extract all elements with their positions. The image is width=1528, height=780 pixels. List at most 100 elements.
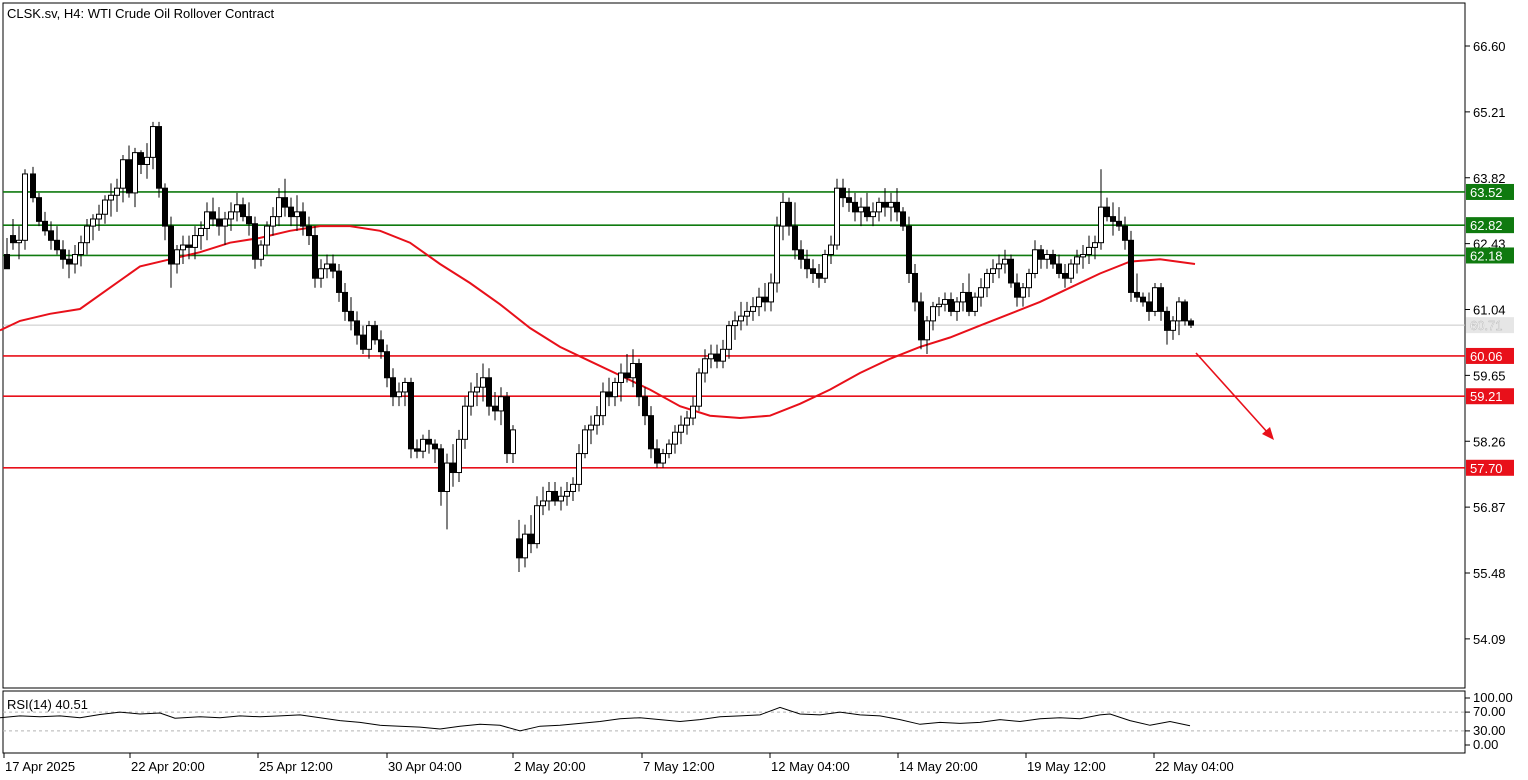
candle-body [984, 272, 990, 289]
candle-body [156, 126, 162, 189]
candle-body [456, 438, 462, 474]
candle-body [924, 320, 930, 341]
candle-body [174, 249, 180, 265]
rsi-pane[interactable] [2, 690, 1466, 754]
candle-body [1020, 287, 1026, 298]
candle [1008, 254, 1014, 288]
candle-body [912, 272, 918, 303]
candle-body [816, 272, 822, 279]
candle [216, 207, 222, 236]
candle [1146, 292, 1152, 321]
candle [510, 425, 516, 464]
candle [882, 188, 888, 217]
price-tick-label: 66.60 [1473, 39, 1506, 54]
candle [120, 155, 126, 203]
candle [672, 425, 678, 454]
candle [876, 197, 882, 222]
candle [726, 320, 732, 359]
candle-body [534, 505, 540, 545]
candle [450, 444, 456, 487]
candle-body [1050, 254, 1056, 265]
candle-body [564, 490, 570, 497]
candle-body [1098, 206, 1104, 244]
candle-body [1146, 301, 1152, 312]
candle [1152, 282, 1158, 317]
candle-body [270, 216, 276, 227]
candle-body [486, 377, 492, 407]
candle [66, 249, 72, 279]
candle [114, 178, 120, 212]
candle [552, 482, 558, 506]
candle [186, 235, 192, 260]
candle-body [570, 483, 576, 492]
candle-body [1032, 249, 1038, 274]
candle [570, 477, 576, 501]
support-level-label: 60.06 [1470, 349, 1503, 364]
candle [198, 221, 204, 250]
candle-body [240, 204, 246, 218]
resistance-level-label: 62.82 [1470, 218, 1503, 233]
candle-body [906, 225, 912, 274]
price-pane[interactable] [2, 2, 1466, 689]
candle-body [930, 306, 936, 322]
candle-body [204, 211, 210, 229]
candle-body [876, 201, 882, 213]
support-level-label: 59.21 [1470, 389, 1503, 404]
candle-body [648, 415, 654, 450]
candle [696, 368, 702, 411]
time-tick-label: 25 Apr 12:00 [259, 759, 333, 774]
candle [324, 254, 330, 279]
candle [462, 396, 468, 449]
candle-body [540, 500, 546, 507]
candle-body [426, 438, 432, 445]
candle-body [450, 462, 456, 474]
candle-body [90, 218, 96, 227]
candle-body [138, 152, 144, 165]
candle [1026, 268, 1032, 298]
price-tick-label: 58.26 [1473, 434, 1506, 449]
candle-body [336, 270, 342, 293]
candle-body [198, 227, 204, 237]
price-tick-label: 55.48 [1473, 566, 1506, 581]
candle-body [96, 213, 102, 220]
candle-body [1062, 272, 1068, 279]
candle [16, 226, 22, 260]
candle-body [528, 533, 534, 545]
candle [414, 439, 420, 459]
candle-body [714, 353, 720, 362]
candle [630, 349, 636, 388]
candle [372, 320, 378, 345]
candle [768, 273, 774, 312]
candle-body [348, 310, 354, 322]
candle [762, 282, 768, 312]
candle [804, 249, 810, 279]
candle-body [186, 244, 192, 248]
candle [948, 292, 954, 317]
candle [1122, 216, 1128, 250]
candle [966, 273, 972, 317]
candle-body [942, 299, 948, 305]
candle [60, 240, 66, 269]
candle [1176, 297, 1182, 336]
candle-body [1134, 291, 1140, 298]
candle [714, 344, 720, 369]
candle [168, 216, 174, 288]
candle [1140, 292, 1146, 307]
time-tick-label: 30 Apr 04:00 [388, 759, 462, 774]
candle-body [192, 235, 198, 248]
candle [300, 202, 306, 236]
candle-body [246, 216, 252, 225]
price-tick-label: 54.09 [1473, 632, 1506, 647]
candle [240, 197, 246, 222]
candle [192, 226, 198, 260]
candle-body [552, 490, 558, 502]
candle-body [1086, 246, 1092, 256]
candle [246, 202, 252, 236]
candle-body [114, 187, 120, 196]
candle-body [726, 325, 732, 350]
candle-body [492, 405, 498, 412]
candle-body [846, 197, 852, 203]
candle [924, 316, 930, 355]
